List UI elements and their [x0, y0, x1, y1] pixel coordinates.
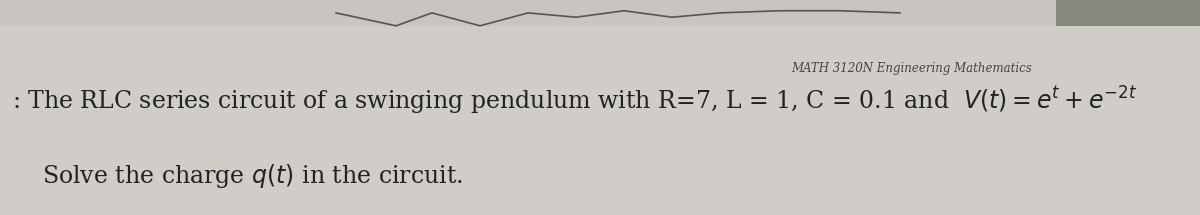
- Bar: [1056, 0, 1200, 26]
- Bar: [0, 0, 1200, 26]
- Text: Solve the charge $q(t)$ in the circuit.: Solve the charge $q(t)$ in the circuit.: [42, 162, 463, 190]
- Text: : The RLC series circuit of a swinging pendulum with R=7, L = 1, C = 0.1 and  $V: : The RLC series circuit of a swinging p…: [12, 85, 1138, 117]
- Text: MATH 3120N Engineering Mathematics: MATH 3120N Engineering Mathematics: [792, 62, 1032, 75]
